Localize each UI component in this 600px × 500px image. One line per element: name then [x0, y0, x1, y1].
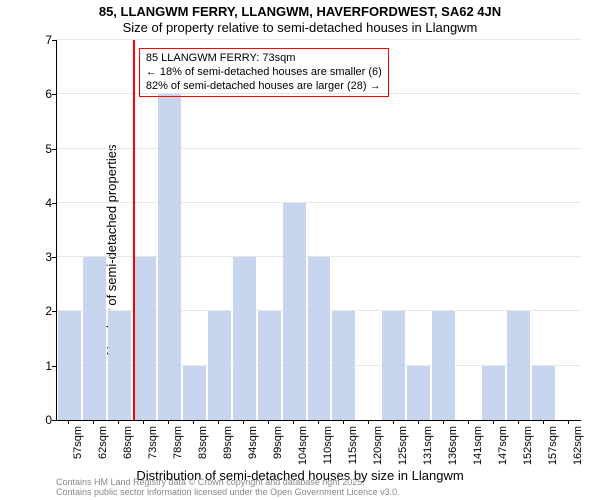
bar [532, 366, 555, 420]
chart-title-line2: Size of property relative to semi-detach… [0, 20, 600, 35]
x-tick-label: 99sqm [272, 426, 284, 459]
bar [133, 257, 156, 420]
x-tick-mark [468, 420, 469, 424]
bar [482, 366, 505, 420]
x-tick-label: 73sqm [147, 426, 159, 459]
x-tick-mark [443, 420, 444, 424]
gridline [57, 39, 581, 40]
bar [283, 203, 306, 420]
bar [83, 257, 106, 420]
x-tick-mark [518, 420, 519, 424]
x-tick-mark [343, 420, 344, 424]
y-tick-label: 7 [38, 33, 52, 47]
x-tick-label: 136sqm [447, 426, 459, 465]
y-tick-label: 4 [38, 196, 52, 210]
x-tick-mark [318, 420, 319, 424]
x-tick-mark [268, 420, 269, 424]
x-tick-mark [193, 420, 194, 424]
annotation-box: 85 LLANGWM FERRY: 73sqm← 18% of semi-det… [139, 48, 389, 97]
x-tick-label: 104sqm [297, 426, 309, 465]
bar [258, 311, 281, 420]
x-tick-mark [93, 420, 94, 424]
x-tick-label: 94sqm [247, 426, 259, 459]
bar [407, 366, 430, 420]
bar [382, 311, 405, 420]
y-tick-label: 6 [38, 87, 52, 101]
chart-plot-area: 85 LLANGWM FERRY: 73sqm← 18% of semi-det… [56, 40, 581, 421]
chart-title-line1: 85, LLANGWM FERRY, LLANGWM, HAVERFORDWES… [0, 4, 600, 19]
x-tick-label: 147sqm [497, 426, 509, 465]
x-tick-mark [293, 420, 294, 424]
bar [233, 257, 256, 420]
bar [183, 366, 206, 420]
x-tick-mark [493, 420, 494, 424]
bar [158, 94, 181, 420]
x-tick-mark [368, 420, 369, 424]
gridline [57, 202, 581, 203]
y-tick-label: 1 [38, 359, 52, 373]
x-tick-label: 131sqm [422, 426, 434, 465]
gridline [57, 148, 581, 149]
y-tick-label: 0 [38, 413, 52, 427]
x-tick-mark [118, 420, 119, 424]
y-tick-label: 2 [38, 304, 52, 318]
annotation-line2: ← 18% of semi-detached houses are smalle… [146, 66, 382, 80]
x-tick-label: 83sqm [197, 426, 209, 459]
x-tick-label: 120sqm [372, 426, 384, 465]
x-tick-label: 62sqm [97, 426, 109, 459]
x-tick-label: 89sqm [222, 426, 234, 459]
x-tick-mark [543, 420, 544, 424]
x-tick-label: 68sqm [122, 426, 134, 459]
bar [208, 311, 231, 420]
bar [332, 311, 355, 420]
x-tick-label: 157sqm [547, 426, 559, 465]
x-tick-label: 125sqm [397, 426, 409, 465]
reference-line [133, 40, 135, 420]
x-tick-label: 57sqm [72, 426, 84, 459]
bar [108, 311, 131, 420]
annotation-line3: 82% of semi-detached houses are larger (… [146, 80, 382, 94]
x-tick-mark [568, 420, 569, 424]
footer-line2: Contains public sector information licen… [56, 488, 400, 498]
attribution-footer: Contains HM Land Registry data © Crown c… [56, 478, 400, 498]
x-tick-mark [393, 420, 394, 424]
x-tick-label: 78sqm [172, 426, 184, 459]
bar [58, 311, 81, 420]
x-tick-label: 162sqm [572, 426, 584, 465]
x-tick-label: 110sqm [322, 426, 334, 464]
x-tick-mark [168, 420, 169, 424]
bar [432, 311, 455, 420]
x-tick-mark [143, 420, 144, 424]
bar [308, 257, 331, 420]
x-tick-label: 152sqm [522, 426, 534, 465]
x-tick-mark [243, 420, 244, 424]
y-tick-label: 5 [38, 142, 52, 156]
x-tick-mark [418, 420, 419, 424]
x-tick-label: 141sqm [472, 426, 484, 465]
bar [507, 311, 530, 420]
y-tick-label: 3 [38, 250, 52, 264]
x-tick-mark [218, 420, 219, 424]
annotation-line1: 85 LLANGWM FERRY: 73sqm [146, 52, 382, 66]
x-tick-mark [68, 420, 69, 424]
x-tick-label: 115sqm [347, 426, 359, 464]
